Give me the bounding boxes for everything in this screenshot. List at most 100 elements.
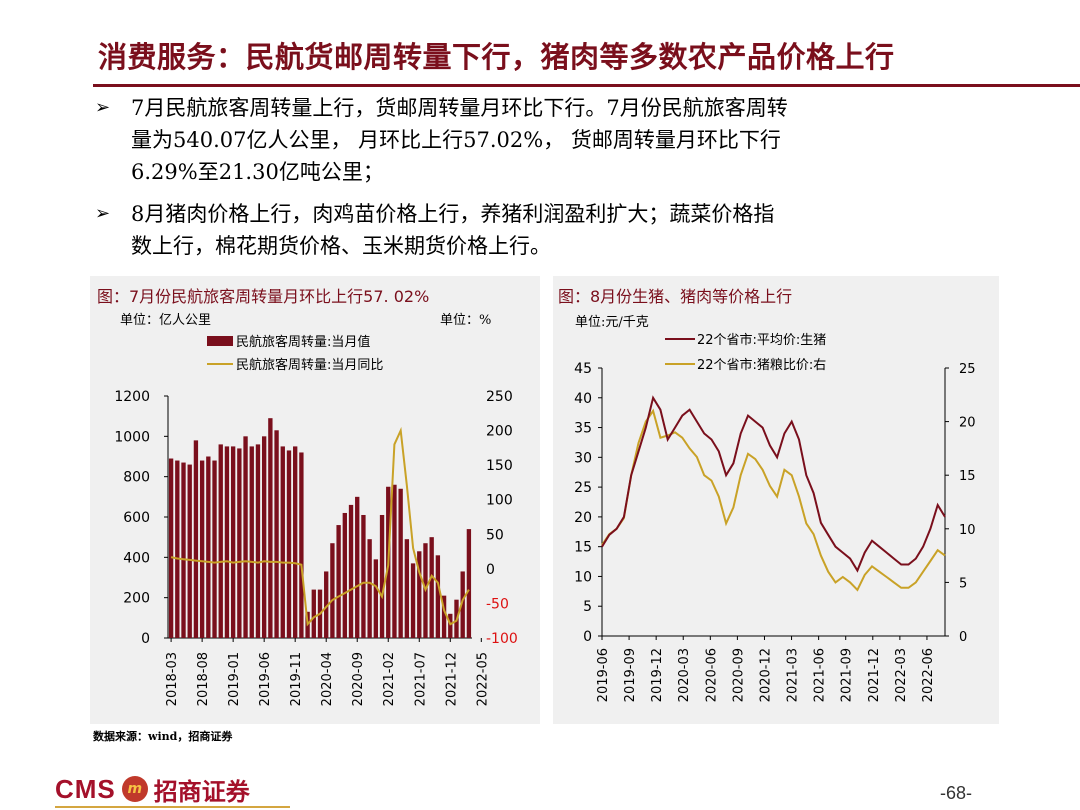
x-tick-label: 2021-06 <box>813 648 828 702</box>
bar <box>373 559 379 638</box>
bar <box>243 436 248 638</box>
bar <box>398 488 403 638</box>
bar <box>218 444 223 638</box>
bar <box>367 539 372 638</box>
yoy-line <box>170 426 470 627</box>
y-tick-label-right: 100 <box>486 493 513 509</box>
bar <box>392 484 397 638</box>
company-logo: CMS m 招商证券 <box>55 772 250 806</box>
right-chart-title: 图：8月份生猪、猪肉等价格上行 <box>558 287 793 306</box>
bar <box>293 446 298 638</box>
data-source-note: 数据来源：wind，招商证券 <box>93 730 233 743</box>
y-tick-label-left: 15 <box>574 540 592 556</box>
bar <box>379 514 385 638</box>
bar <box>410 563 416 638</box>
x-tick-label: 2018-08 <box>196 652 211 706</box>
bar <box>460 571 465 638</box>
bar <box>435 555 441 638</box>
bar <box>342 512 347 638</box>
logo-cms-text: CMS <box>55 773 116 804</box>
bar <box>255 444 261 638</box>
bar <box>355 496 360 638</box>
bar <box>237 448 242 638</box>
y-tick-label-right: 200 <box>486 424 513 440</box>
y-tick-label-left: 0 <box>583 629 592 645</box>
x-tick-label: 2018-03 <box>165 652 180 706</box>
x-tick-label: 2022-05 <box>475 652 490 706</box>
bar <box>441 595 447 638</box>
bar <box>168 458 174 638</box>
y-tick-label-left: 45 <box>574 361 592 377</box>
y-tick-label-right: 50 <box>486 527 504 543</box>
left-chart: 0 200 400 600 800 1000 1200 -100 -50 0 50 100 150 200… <box>114 334 517 706</box>
legend-label-hog: 22个省市:平均价:生猪 <box>697 332 826 348</box>
bar <box>230 446 236 638</box>
y-tick-label-left: 10 <box>574 569 592 585</box>
hog-price-line <box>601 395 946 573</box>
bar <box>274 430 279 638</box>
y-tick-label-left: 25 <box>574 480 592 496</box>
bar <box>261 436 267 638</box>
y-tick-label-left: 5 <box>583 599 592 615</box>
y-tick-label-right: 150 <box>486 458 513 474</box>
x-tick-label: 2020-09 <box>351 652 366 706</box>
bullet-1-line-1: 7月民航旅客周转量上行，货邮周转量月环比下行。7月份民航旅客周转 <box>131 96 788 120</box>
legend-label-bar: 民航旅客周转量:当月值 <box>236 334 370 350</box>
bar <box>466 529 472 638</box>
y-tick-label-right: 10 <box>959 523 976 538</box>
bar <box>330 543 335 638</box>
y-tick-label-left: 40 <box>574 391 592 407</box>
y-tick-label-left: 1200 <box>114 389 150 405</box>
bar <box>212 460 217 638</box>
bar <box>286 450 292 638</box>
logo-underline <box>55 806 290 808</box>
bar <box>206 456 211 638</box>
x-tick-label: 2021-07 <box>413 652 428 706</box>
hog-grain-ratio-line <box>601 408 946 592</box>
y-tick-label-left: 1000 <box>114 429 150 445</box>
bar <box>336 525 341 638</box>
bar <box>361 514 366 638</box>
bar <box>448 613 453 638</box>
bar <box>404 539 410 638</box>
bar <box>224 446 230 638</box>
y-tick-label-left: 800 <box>123 470 150 486</box>
bar <box>249 446 254 638</box>
left-chart-unit-right: 单位：% <box>440 313 492 328</box>
legend-swatch-bar <box>207 336 233 346</box>
bar <box>199 460 205 638</box>
x-tick-label: 2019-01 <box>227 652 242 706</box>
bar <box>299 452 304 638</box>
y-tick-label-left: 600 <box>123 510 150 526</box>
bar <box>311 589 316 638</box>
x-tick-label: 2019-12 <box>650 648 665 702</box>
bar <box>417 551 422 638</box>
bar <box>280 446 285 638</box>
title-underline <box>93 84 1080 87</box>
y-tick-label-left: 35 <box>574 421 592 437</box>
x-tick-label: 2019-06 <box>258 652 273 706</box>
legend-label-ratio: 22个省市:猪粮比价:右 <box>697 357 826 373</box>
x-tick-label: 2020-04 <box>320 652 335 706</box>
x-tick-label: 2021-09 <box>840 648 855 702</box>
x-tick-label: 2021-12 <box>867 648 882 702</box>
y-tick-label-right: 15 <box>959 469 976 484</box>
bullet-2: ➢ 8月猪肉价格上行，肉鸡苗价格上行，养猪利润盈利扩大；蔬菜价格指 数上行，棉花… <box>95 198 995 262</box>
y-tick-label-left: 30 <box>574 450 592 466</box>
bullet-1: ➢ 7月民航旅客周转量上行，货邮周转量月环比下行。7月份民航旅客周转 量为540… <box>95 92 995 188</box>
right-chart-unit-left: 单位:元/千克 <box>575 315 649 330</box>
x-tick-label: 2021-12 <box>444 652 459 706</box>
x-tick-label: 2021-02 <box>382 652 397 706</box>
bar <box>324 571 329 638</box>
y-tick-label-right: -50 <box>486 596 509 612</box>
x-tick-label: 2019-06 <box>596 648 611 702</box>
bar <box>348 504 354 638</box>
logo-cn-text: 招商证券 <box>153 776 250 806</box>
bullet-2-line-1: 8月猪肉价格上行，肉鸡苗价格上行，养猪利润盈利扩大；蔬菜价格指 <box>131 202 775 226</box>
y-tick-label-left: 400 <box>123 550 150 566</box>
y-tick-label-right: 0 <box>959 630 967 645</box>
x-tick-label: 2019-09 <box>623 648 638 702</box>
legend-label-line: 民航旅客周转量:当月同比 <box>236 357 383 373</box>
bullet-1-line-2: 量为540.07亿人公里， 月环比上行57.02%， 货邮周转量月环比下行 <box>131 128 781 152</box>
bullet-marker-icon: ➢ <box>95 203 111 224</box>
